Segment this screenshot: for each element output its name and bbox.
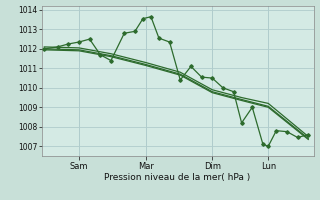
X-axis label: Pression niveau de la mer( hPa ): Pression niveau de la mer( hPa ) <box>104 173 251 182</box>
